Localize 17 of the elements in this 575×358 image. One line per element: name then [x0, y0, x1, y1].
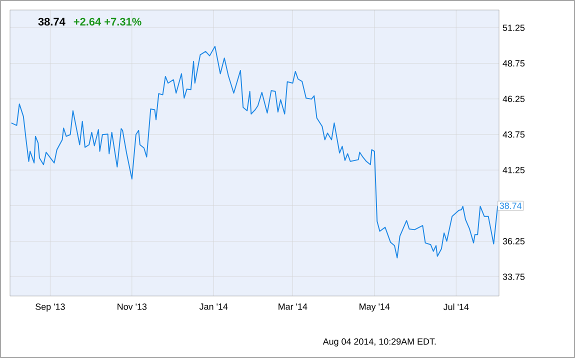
text: 38.74: [38, 18, 66, 26]
x-tick-label: Jul '14: [443, 304, 469, 310]
y-tick-label: 33.75: [502, 274, 525, 280]
y-tick-label: 51.25: [502, 24, 525, 31]
x-tick-label: Mar '14: [278, 304, 308, 310]
x-tick-label: Jan '14: [199, 304, 228, 310]
y-tick-label: 36.25: [502, 238, 525, 244]
y-tick-label: 43.75: [502, 131, 525, 138]
y-tick-label: 48.75: [502, 60, 525, 67]
y-tick-label: 46.25: [502, 96, 525, 102]
y-tick-label: 41.25: [502, 166, 525, 174]
annotation: 38.74: [500, 202, 522, 209]
x-tick-label: May '14: [360, 304, 390, 312]
text: +2.64 +7.31%: [74, 18, 142, 26]
x-tick-label: Nov '13: [118, 304, 147, 310]
text: Aug 04 2014, 10:29AM EDT.: [322, 338, 436, 346]
x-tick-label: Sep '13: [36, 304, 65, 312]
